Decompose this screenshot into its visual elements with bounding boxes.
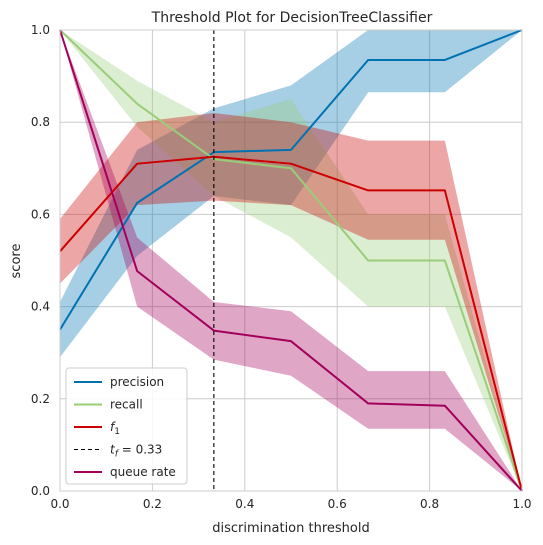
line-precision (59, 29, 523, 331)
x-tick-label: 0.0 (50, 497, 69, 511)
x-tick-label: 0.2 (143, 497, 162, 511)
line-queue-rate (59, 29, 523, 492)
band-f1 (60, 112, 522, 491)
x-tick-label: 1.0 (512, 497, 531, 511)
confidence-bands (60, 30, 522, 491)
legend-entry: f1 (74, 420, 120, 437)
chart-title: Threshold Plot for DecisionTreeClassifie… (151, 10, 433, 26)
line-recall (59, 29, 523, 492)
line-f1 (59, 155, 523, 492)
y-tick-label: 0.4 (31, 300, 50, 314)
y-tick-label: 0.2 (31, 392, 50, 406)
legend-box (65, 367, 188, 485)
x-tick-label: 0.6 (328, 497, 347, 511)
legend-label-threshold: tf = 0.33 (110, 443, 162, 460)
plot-frame (59, 29, 523, 492)
legend-subscript-f1: 1 (114, 427, 120, 437)
legend-label-queue-rate: queue rate (110, 465, 176, 479)
legend-name-precision: precision (110, 375, 164, 389)
y-axis-label: score (9, 244, 24, 279)
legend-entry: tf = 0.33 (74, 443, 162, 460)
x-axis-label: discrimination threshold (212, 521, 369, 536)
band-queue-rate (60, 30, 522, 491)
band-recall (60, 30, 522, 491)
y-tick-label: 0.8 (31, 115, 50, 129)
legend-entry: queue rate (74, 465, 176, 479)
legend-name-recall: recall (110, 398, 143, 412)
y-tick-label: 0.0 (31, 484, 50, 498)
legend-threshold-subscript: f (115, 450, 120, 460)
band-precision (60, 30, 522, 358)
legend-threshold-value: = 0.33 (118, 443, 162, 457)
y-tick-label: 0.6 (31, 207, 50, 221)
y-tick-label: 1.0 (31, 23, 50, 37)
legend-label-precision: precision (110, 375, 164, 389)
legend-name-f1: f (110, 420, 116, 434)
legend-entry: precision (74, 375, 164, 389)
legend-label-f1: f1 (110, 420, 120, 437)
x-axis-ticks: 0.0 0.2 0.4 0.6 0.8 1.0 (50, 497, 531, 511)
legend-entry: recall (74, 398, 143, 412)
x-tick-label: 0.8 (420, 497, 439, 511)
legend-label-recall: recall (110, 398, 143, 412)
legend-name-queue-rate: queue rate (110, 465, 176, 479)
y-axis-ticks: 0.0 0.2 0.4 0.6 0.8 1.0 (31, 23, 50, 498)
series-lines (59, 29, 523, 492)
x-tick-label: 0.4 (235, 497, 254, 511)
legend-threshold-symbol: t (110, 443, 116, 457)
